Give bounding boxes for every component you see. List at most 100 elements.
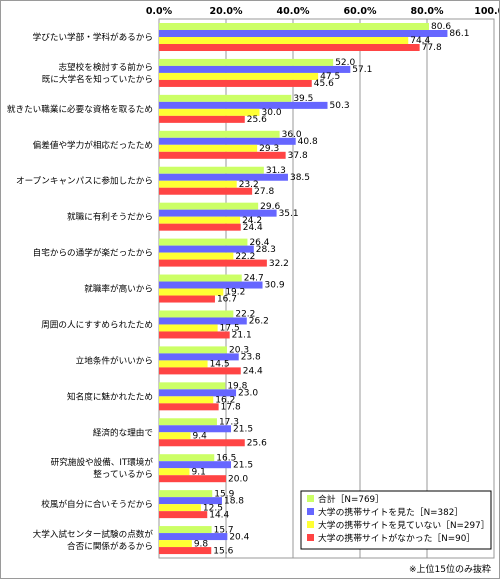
category-label: 就職率が高いから	[84, 283, 153, 295]
category-label: 偏差値や学力が相応だったため	[33, 139, 153, 151]
bar	[159, 108, 260, 116]
data-label: 86.1	[449, 29, 469, 39]
bar	[159, 281, 263, 289]
bar	[159, 461, 232, 469]
data-label: 22.2	[235, 310, 255, 320]
data-label: 9.4	[192, 431, 207, 441]
bar	[159, 533, 228, 541]
legend-box	[300, 490, 492, 550]
data-label: 17.5	[220, 324, 240, 334]
category-label: 校風が自分に合いそうだから	[41, 498, 153, 510]
data-label: 23.2	[239, 180, 259, 190]
data-label: 15.7	[214, 525, 234, 535]
bar	[159, 353, 239, 361]
legend-label: 大学の携帯サイトがなかった［N=90］	[318, 532, 475, 544]
data-label: 9.8	[194, 539, 209, 549]
bar	[159, 317, 247, 325]
bar	[159, 389, 237, 397]
bar	[159, 346, 228, 354]
bar	[159, 324, 218, 332]
bar	[159, 274, 242, 282]
bar	[159, 94, 292, 102]
bar	[159, 490, 213, 498]
data-label: 50.3	[330, 101, 350, 111]
data-label: 29.3	[259, 144, 279, 154]
bar	[159, 245, 254, 253]
legend-label: 合計［N=769］	[318, 493, 384, 505]
data-label: 14.4	[209, 510, 229, 520]
data-label: 27.8	[254, 187, 274, 197]
bar	[159, 310, 234, 318]
x-tick-label: 40.0%	[277, 6, 310, 17]
legend-swatch	[307, 495, 314, 502]
category-label: 立地条件がいいから	[76, 354, 153, 366]
data-label: 52.0	[335, 58, 355, 68]
category-label: 研究施設や設備、IT環境が整っているから	[51, 456, 154, 480]
bar	[159, 396, 214, 404]
bar	[159, 65, 351, 73]
category-label: 自宅からの通学が楽だったから	[33, 247, 153, 259]
data-label: 20.4	[229, 532, 249, 542]
legend-label: 大学の携帯サイトを見た［N=382］	[318, 506, 463, 518]
data-label: 25.6	[247, 115, 267, 125]
x-tick-label: 80.0%	[411, 6, 444, 17]
bar	[159, 504, 201, 512]
data-label: 18.8	[224, 496, 244, 506]
data-label: 17.3	[219, 417, 239, 427]
data-label: 40.8	[298, 137, 318, 147]
bar	[159, 252, 234, 260]
bar	[159, 403, 219, 411]
category-label: 就きたい職業に必要な資格を取るため	[7, 103, 153, 115]
bar	[159, 144, 258, 152]
bar	[159, 30, 448, 37]
data-label: 32.2	[269, 259, 289, 269]
data-label: 21.5	[233, 460, 253, 470]
data-label: 19.2	[225, 288, 245, 298]
data-label: 21.5	[233, 424, 253, 434]
bar	[159, 259, 267, 267]
data-label: 30.0	[262, 108, 282, 118]
bar	[159, 367, 241, 375]
footnote: ※上位15位のみ抜粋	[409, 563, 491, 575]
bar	[159, 173, 288, 181]
data-label: 38.5	[290, 173, 310, 183]
data-label: 24.4	[243, 367, 263, 377]
x-tick-label: 60.0%	[344, 6, 377, 17]
x-tick-label: 20.0%	[210, 6, 243, 17]
category-label: 知名度に魅かれたため	[67, 390, 153, 402]
data-label: 80.6	[431, 22, 451, 32]
data-label: 16.7	[217, 295, 237, 305]
bar	[159, 382, 226, 390]
category-label: オープンキャンパスに参加したから	[16, 175, 153, 187]
bar	[159, 209, 277, 217]
category-label: 周囲の人にすすめられたため	[41, 319, 153, 330]
bar	[159, 526, 212, 534]
bar	[159, 37, 409, 44]
bar	[159, 166, 264, 174]
bar	[159, 468, 190, 476]
data-label: 16.5	[216, 453, 236, 463]
bar	[159, 432, 191, 440]
bar	[159, 23, 430, 30]
data-label: 31.3	[266, 166, 286, 176]
data-label: 15.6	[213, 546, 233, 556]
data-label: 26.2	[249, 317, 269, 327]
data-label: 36.0	[282, 130, 302, 140]
data-label: 35.1	[279, 209, 299, 219]
bar	[159, 547, 212, 555]
data-label: 14.5	[210, 360, 230, 370]
data-label: 16.2	[215, 396, 235, 406]
x-tick-label: 100.0%	[474, 6, 499, 17]
data-label: 19.8	[227, 382, 247, 392]
data-label: 12.5	[203, 503, 223, 513]
bar	[159, 72, 319, 80]
data-label: 24.7	[244, 274, 264, 284]
bar	[159, 101, 328, 109]
data-label: 30.9	[265, 281, 285, 291]
bar	[159, 115, 245, 123]
bar	[159, 360, 208, 368]
bar	[159, 79, 312, 87]
bar	[159, 475, 226, 483]
data-label: 29.6	[260, 202, 280, 212]
